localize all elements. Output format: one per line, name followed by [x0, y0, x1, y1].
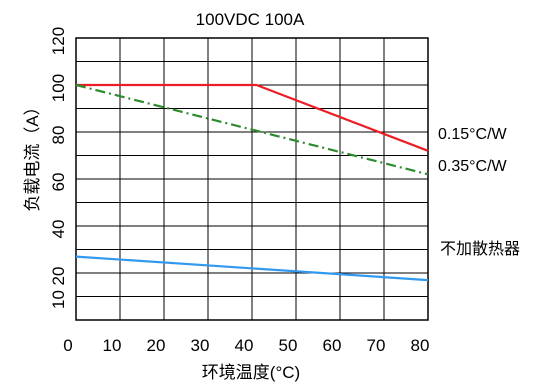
grid [76, 38, 428, 320]
x-tick-label: 80 [411, 336, 430, 355]
x-tick-label: 0 [63, 336, 72, 355]
y-tick-label: 80 [49, 126, 68, 145]
x-tick-label: 40 [235, 336, 254, 355]
series-labels: 0.15°C/W 0.35°C/W 不加散热器 [438, 126, 520, 258]
y-tick-label: 20 [49, 267, 68, 286]
y-tick-label: 120 [49, 27, 68, 55]
series-label-1: 0.15°C/W [438, 126, 508, 143]
y-tick-label: 10 [49, 290, 68, 309]
y-tick-label: 60 [49, 173, 68, 192]
y-tick-label: 100 [49, 74, 68, 102]
y-axis-label: 负载电流（A） [23, 98, 42, 211]
x-tick-label: 50 [279, 336, 298, 355]
x-tick-label: 20 [147, 336, 166, 355]
x-axis-label: 环境温度(°C) [202, 363, 300, 382]
x-tick-label: 30 [191, 336, 210, 355]
x-tick-label: 60 [323, 336, 342, 355]
x-axis-ticks: 0 10 20 30 40 50 60 70 80 [63, 336, 429, 355]
x-tick-label: 10 [103, 336, 122, 355]
x-tick-label: 70 [367, 336, 386, 355]
y-axis-ticks: 10 20 40 60 80 100 120 [49, 27, 68, 309]
y-tick-label: 40 [49, 220, 68, 239]
series-label-2: 0.35°C/W [438, 158, 508, 175]
series-label-3: 不加散热器 [440, 240, 520, 258]
chart-title: 100VDC 100A [196, 10, 305, 29]
